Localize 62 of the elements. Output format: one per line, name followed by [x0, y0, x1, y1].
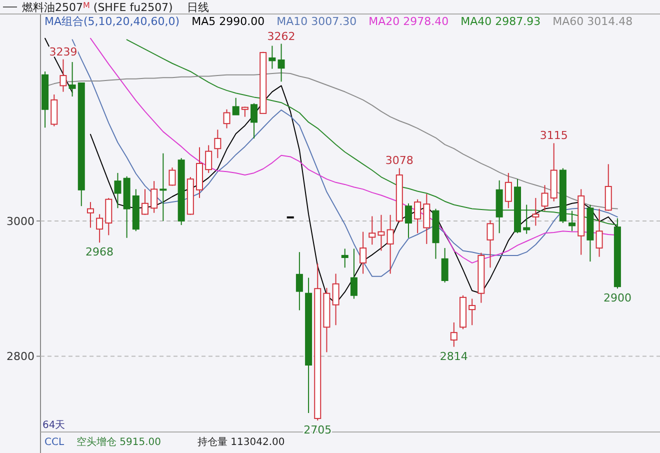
candlestick	[205, 144, 212, 174]
candlestick	[268, 45, 276, 70]
candlestick	[378, 214, 385, 252]
candlestick	[96, 214, 104, 244]
candlestick	[105, 197, 112, 236]
candlestick	[541, 184, 548, 212]
annotation: 3262	[267, 30, 296, 43]
candlestick	[423, 193, 430, 244]
y-tick-label: 2800	[6, 350, 34, 364]
candlestick	[241, 106, 248, 118]
chart-title: 燃料油2507$^{M}$ (SHFE fu2507)	[22, 1, 173, 14]
text: 持仓量 113042.00	[198, 436, 285, 448]
candlestick	[250, 102, 258, 139]
candlestick	[68, 62, 76, 98]
candlestick	[404, 202, 412, 238]
candlestick	[441, 248, 448, 284]
candlestick	[168, 167, 176, 186]
candlestick	[223, 108, 230, 129]
text: MA20 2978.40	[368, 15, 449, 28]
candlestick	[214, 129, 222, 159]
candlestick	[386, 214, 394, 274]
candlestick	[596, 208, 603, 258]
candlestick	[486, 220, 494, 268]
text: 空头增仓 5915.00	[76, 436, 162, 448]
candlestick	[114, 172, 122, 209]
annotation: 64天	[42, 420, 66, 431]
candlestick	[360, 231, 367, 274]
text: MA5 2990.00	[192, 15, 265, 28]
candlestick	[296, 252, 303, 311]
annotation: 2814	[440, 350, 468, 363]
candlestick	[341, 248, 348, 268]
text: MA60 3014.48	[552, 15, 633, 28]
candlestick	[232, 97, 240, 116]
candlestick	[141, 188, 148, 216]
candlestick	[532, 197, 540, 226]
annotation: 2900	[603, 292, 632, 305]
annotation: 3078	[385, 154, 414, 168]
candlestick	[86, 202, 94, 228]
chart-subtitle: MA组合(5,10,20,40,60,0)	[44, 15, 180, 28]
candlestick	[150, 180, 158, 214]
text: MA40 2987.93	[460, 15, 541, 28]
line-series	[126, 39, 618, 226]
candlestick	[350, 248, 358, 300]
text: MA10 3007.30	[276, 15, 357, 28]
candlestick	[523, 204, 530, 234]
annotation: 日线	[186, 1, 209, 14]
candlestick	[568, 210, 576, 232]
y-tick-label: 3000	[6, 214, 34, 228]
candlestick	[368, 216, 376, 246]
candlestick	[468, 298, 476, 326]
candlestick	[504, 172, 512, 209]
candlestick	[60, 58, 67, 92]
candlestick	[278, 43, 285, 82]
text: CCL	[44, 437, 64, 448]
candlestick	[160, 152, 167, 222]
candlestick	[450, 322, 458, 348]
candlestick	[332, 273, 340, 326]
candlestick	[604, 164, 612, 212]
annotation: 2705	[304, 424, 332, 436]
annotation: 2968	[86, 246, 114, 259]
candlestick	[414, 198, 422, 234]
annotation: 3115	[540, 129, 568, 142]
